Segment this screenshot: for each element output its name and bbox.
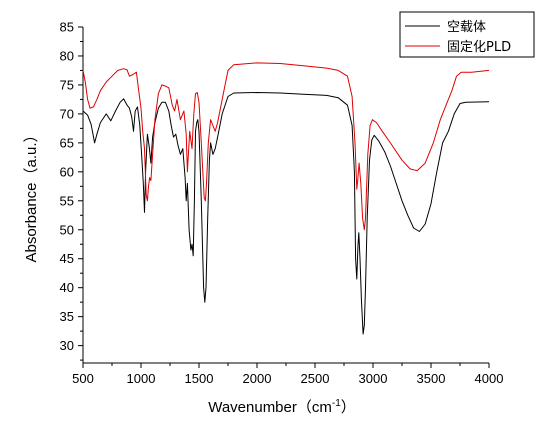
series-layer [82, 62, 490, 335]
y-tick-label: 60 [60, 164, 74, 179]
x-tick-label: 2000 [243, 371, 272, 386]
y-tick-label: 75 [60, 77, 74, 92]
x-tick-label: 4000 [475, 371, 504, 386]
x-tick-label: 1500 [185, 371, 214, 386]
x-tick-label: 3500 [417, 371, 446, 386]
y-tick-label: 65 [60, 135, 74, 150]
legend-label-0: 空载体 [447, 20, 486, 35]
y-tick-label: 45 [60, 251, 74, 266]
y-tick-label: 55 [60, 193, 74, 208]
legend-box [399, 11, 535, 58]
y-axis-title: Absorbance（a.u.） [23, 127, 40, 262]
series-line-0 [82, 92, 490, 335]
y-tick-label: 70 [60, 106, 74, 121]
axis-titles: Wavenumber（cm-1） Absorbance（a.u.） [23, 127, 356, 416]
x-tick-label: 2500 [301, 371, 330, 386]
y-tick-label: 80 [60, 48, 74, 63]
y-tick-label: 85 [60, 20, 74, 35]
y-tick-label: 50 [60, 222, 74, 237]
y-tick-label: 40 [60, 280, 74, 295]
y-tick-label: 35 [60, 309, 74, 324]
axes: 500 1000 1500 2000 2500 3000 3500 4000 30 35 40 45 5… [60, 20, 504, 387]
legend-label-1: 固定化PLD [447, 40, 511, 55]
x-tick-label: 3000 [359, 371, 388, 386]
series-line-1 [82, 62, 490, 231]
y-tick-label: 30 [60, 338, 74, 353]
x-tick-label: 1000 [127, 371, 156, 386]
x-tick-label: 500 [72, 371, 94, 386]
x-axis-title: Wavenumber（cm-1） [208, 398, 356, 416]
